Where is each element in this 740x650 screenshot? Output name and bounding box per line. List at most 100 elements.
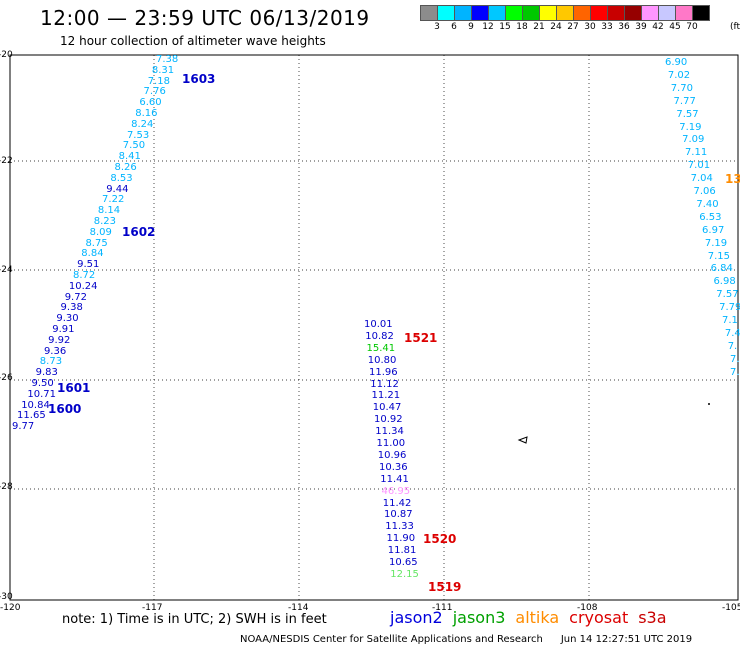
colorbar-tick-label: 70 bbox=[686, 22, 698, 32]
wave-height-value: 9.30 bbox=[56, 313, 79, 325]
wave-height-value: 7.77 bbox=[673, 95, 696, 107]
wave-height-value: 8.84 bbox=[81, 248, 104, 260]
wave-height-value: 8.24 bbox=[131, 118, 154, 130]
wave-height-value: 9.92 bbox=[48, 334, 71, 346]
colorbar-tick-label: 27 bbox=[567, 22, 579, 32]
wave-height-value: 12.15 bbox=[390, 568, 419, 580]
satellite-legend: jason2 jason3 altika cryosat s3a bbox=[390, 608, 677, 627]
wave-height-value: 9.83 bbox=[35, 367, 58, 379]
wave-height-value: 11.42 bbox=[382, 497, 412, 509]
wave-height-value: 9.44 bbox=[106, 183, 129, 195]
colorbar-tick-label: 3 bbox=[434, 22, 440, 32]
colorbar-tick-label: 6 bbox=[451, 22, 457, 32]
wave-height-value: 10.47 bbox=[372, 402, 402, 414]
wave-height-value: 9.51 bbox=[77, 259, 100, 271]
wave-height-value: 9.91 bbox=[52, 324, 75, 335]
wave-height-value: 7. bbox=[730, 353, 740, 365]
satellite-legend-item: s3a bbox=[638, 608, 667, 627]
wave-height-value: 10.82 bbox=[365, 330, 394, 342]
wave-height-value: 10.92 bbox=[374, 414, 403, 426]
lat-label: -28 bbox=[0, 482, 13, 492]
wave-height-value: 7.38 bbox=[156, 54, 179, 65]
wave-height-value: 8.31 bbox=[151, 64, 175, 76]
wave-height-value: 6.90 bbox=[665, 57, 688, 68]
credit-line: NOAA/NESDIS Center for Satellite Applica… bbox=[240, 634, 692, 645]
note-text: note: 1) Time is in UTC; 2) SWH is in fe… bbox=[62, 612, 327, 627]
wave-height-value: 7.15 bbox=[707, 250, 731, 262]
pass-label: 1603 bbox=[182, 72, 216, 86]
wave-height-value: 7.09 bbox=[682, 134, 705, 146]
colorbar-legend bbox=[420, 5, 710, 21]
pass-label: 13 bbox=[725, 172, 740, 186]
wave-height-value: 9.36 bbox=[43, 345, 67, 357]
wave-height-value: 11.12 bbox=[370, 378, 399, 390]
pass-label: 1519 bbox=[428, 580, 462, 594]
colorbar-tick-label: 36 bbox=[618, 22, 630, 32]
wave-height-value: 11.34 bbox=[375, 426, 404, 438]
colorbar-tick-label: 33 bbox=[601, 22, 613, 32]
pass-label: 1521 bbox=[404, 331, 438, 345]
lon-label: -120 bbox=[0, 603, 21, 613]
wave-height-value: 11.00 bbox=[376, 438, 406, 449]
wave-height-value: 6.60 bbox=[139, 97, 162, 109]
wave-height-value: 6.84 bbox=[710, 263, 733, 275]
lon-label: -111 bbox=[432, 603, 453, 613]
lon-label: -114 bbox=[288, 603, 309, 613]
wave-height-value: 9.50 bbox=[31, 378, 54, 389]
wave-height-value: 10.71 bbox=[27, 388, 56, 400]
colorbar-swatch bbox=[692, 5, 710, 21]
wave-height-value: 8.75 bbox=[85, 237, 108, 249]
satellite-legend-item: cryosat bbox=[569, 608, 629, 627]
wave-height-value: 9.77 bbox=[12, 421, 35, 433]
map-subtitle: 12 hour collection of altimeter wave hei… bbox=[60, 34, 326, 48]
wave-height-value: 7.57 bbox=[676, 108, 699, 120]
wave-height-value: 7.1 bbox=[722, 315, 738, 326]
wave-height-value: 10.01 bbox=[364, 319, 393, 330]
wave-height-value: 11.96 bbox=[369, 366, 398, 378]
satellite-legend-item: jason3 bbox=[452, 608, 506, 627]
satellite-legend-item: jason2 bbox=[390, 608, 443, 627]
wave-height-value: 7.22 bbox=[102, 194, 125, 206]
island-outline bbox=[517, 436, 528, 444]
wave-height-value: 7.4 bbox=[724, 327, 740, 339]
wave-height-value: 7.19 bbox=[679, 121, 702, 133]
lat-label: -26 bbox=[0, 373, 13, 383]
wave-height-value: 11.21 bbox=[371, 390, 401, 402]
wave-height-value: 11.90 bbox=[386, 533, 416, 545]
wave-height-value: 7.57 bbox=[716, 289, 739, 301]
wave-height-value: 8.23 bbox=[93, 216, 117, 227]
wave-height-value: 6.98 bbox=[713, 276, 736, 288]
wave-height-value: 8.73 bbox=[39, 356, 63, 368]
wave-height-value: 9.38 bbox=[60, 302, 83, 314]
wave-height-value: 15.41 bbox=[366, 342, 396, 354]
wave-height-value: 7.50 bbox=[122, 140, 146, 152]
wave-height-value: 10.96 bbox=[377, 449, 407, 461]
colorbar-tick-label: 45 bbox=[669, 22, 681, 32]
lon-label: -117 bbox=[142, 603, 163, 613]
wave-height-value: 10.24 bbox=[68, 280, 98, 292]
wave-height-value: 7.04 bbox=[690, 173, 713, 185]
wave-height-value: 8.14 bbox=[97, 205, 121, 217]
credit-date: Jun 14 12:27:51 UTC 2019 bbox=[560, 634, 693, 645]
wave-height-value: 7.02 bbox=[667, 69, 691, 81]
colorbar-tick-label: 12 bbox=[482, 22, 494, 32]
map-frame bbox=[9, 54, 739, 601]
wave-height-value: 11.41 bbox=[380, 473, 409, 485]
wave-height-value: 10.65 bbox=[389, 557, 418, 568]
colorbar-tick-label: 21 bbox=[533, 22, 545, 32]
wave-height-value: 11.65 bbox=[17, 410, 46, 422]
lat-label: -24 bbox=[0, 265, 13, 275]
colorbar-tick-label: 9 bbox=[468, 22, 474, 32]
wave-height-value: 7.06 bbox=[693, 186, 716, 197]
lat-label: -20 bbox=[0, 50, 13, 60]
wave-height-value: 7.76 bbox=[143, 86, 166, 98]
wave-height-value: 8.72 bbox=[73, 270, 96, 281]
pass-label: 1602 bbox=[122, 225, 156, 239]
island-dot bbox=[708, 403, 710, 405]
wave-height-value: 7.53 bbox=[126, 129, 150, 141]
wave-height-value: 6.97 bbox=[702, 224, 725, 236]
wave-height-value: 10.84 bbox=[21, 399, 50, 411]
wave-height-value: 11.33 bbox=[385, 521, 414, 533]
